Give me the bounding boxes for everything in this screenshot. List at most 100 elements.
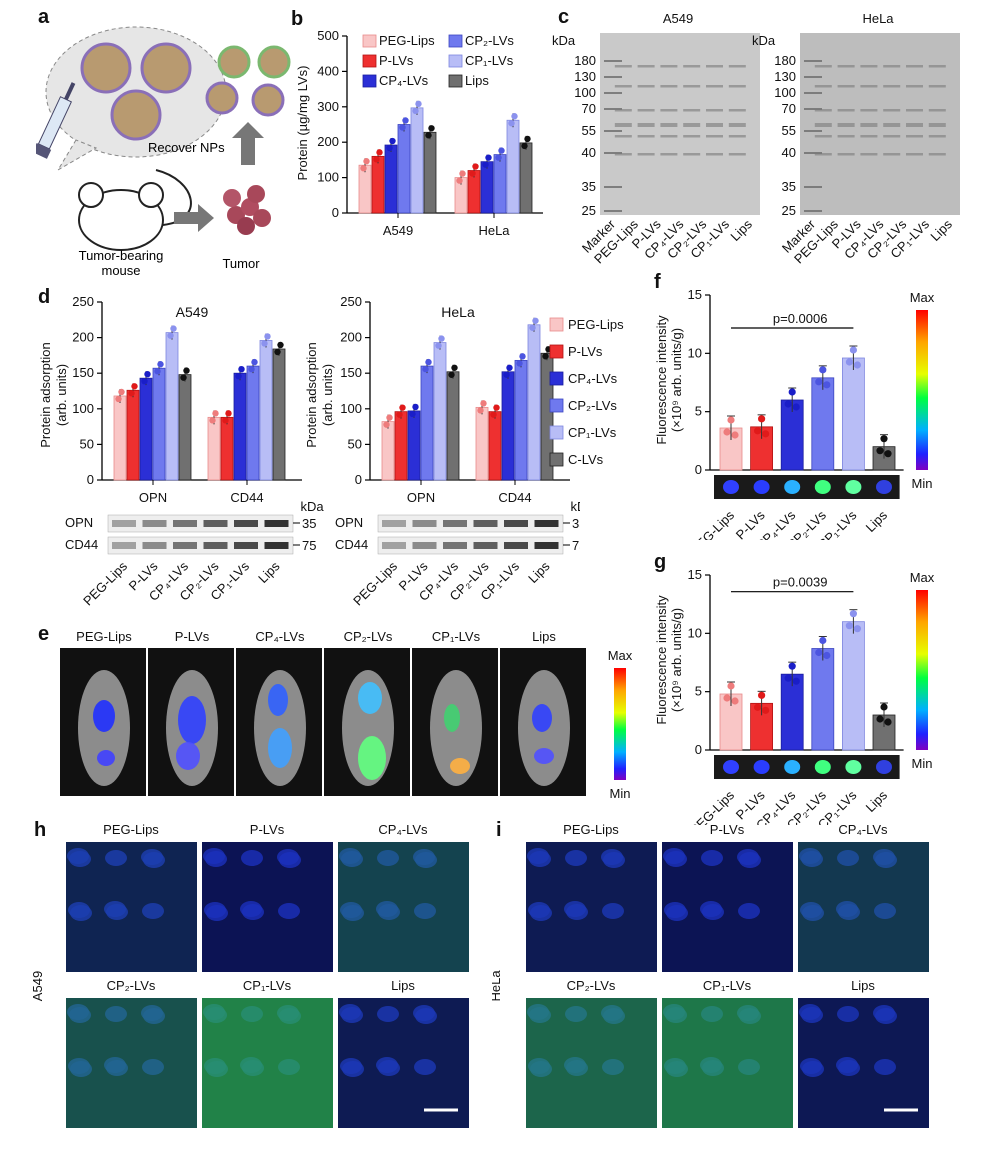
protein-band — [837, 153, 855, 156]
p-value-label: p=0.0006 — [773, 311, 828, 326]
nucleus — [414, 903, 436, 919]
data-point — [727, 682, 735, 690]
marker-label: 100 — [774, 85, 796, 100]
blot-band — [173, 520, 197, 527]
marker-label: 35 — [582, 179, 596, 194]
x-tick-label: OPN — [407, 490, 435, 505]
data-point — [788, 662, 796, 670]
panel-label-g: g — [654, 551, 666, 573]
nucleus — [142, 1059, 164, 1075]
protein-band — [614, 85, 632, 88]
marker-label: 40 — [582, 145, 596, 160]
signal-blob — [358, 736, 386, 780]
data-point — [482, 161, 489, 168]
data-point — [754, 427, 762, 435]
nucleus — [342, 1061, 364, 1077]
colorbar — [916, 310, 928, 470]
chart-b: 0 100 200 300 400 500 A549 HeLa b Protein (µg/mg … — [291, 8, 543, 238]
nucleus — [837, 850, 859, 866]
lane-label: PEG-Lips — [350, 558, 400, 608]
data-point — [849, 610, 857, 618]
protein-band — [660, 153, 678, 156]
chart-d1: 0 50 100 150 200 250 OPN CD44 d A549 Protein adsor… — [38, 286, 302, 505]
lane-label: Lips — [255, 558, 283, 586]
organ-image — [723, 480, 739, 494]
bar — [410, 107, 424, 214]
channel-legend: LVs/Nucleus — [66, 1146, 139, 1148]
protein-band — [906, 135, 923, 138]
data-point — [402, 117, 409, 124]
signal-blob — [532, 704, 552, 732]
legend-swatch — [448, 74, 463, 88]
legend-sep: / — [87, 1146, 91, 1148]
y-tick-label: 50 — [348, 436, 362, 451]
y-tick-label: 400 — [317, 63, 339, 78]
lvs-signal — [662, 998, 793, 1128]
image-title: Lips — [391, 978, 415, 993]
y-axis-label: (×10⁹ arb. units/g) — [669, 328, 684, 432]
blot-row-label: OPN — [65, 515, 93, 530]
legend-lvs: LVs — [66, 1146, 88, 1148]
y-tick-label: 500 — [317, 28, 339, 43]
data-point — [758, 415, 766, 423]
kda-label: kDa — [300, 499, 324, 514]
protein-band — [728, 109, 746, 112]
blot-band — [203, 542, 228, 549]
nucleus — [665, 851, 687, 867]
data-point — [373, 156, 380, 163]
nucleus — [378, 1060, 400, 1076]
bar — [220, 416, 234, 481]
tumor-label: Tumor — [222, 256, 260, 271]
nucleus — [701, 850, 723, 866]
signal-blob — [268, 684, 288, 716]
nucleus — [875, 1008, 897, 1024]
channel-legend: LVs/Nucleus — [526, 1146, 599, 1148]
bar — [381, 421, 395, 481]
data-point — [399, 404, 406, 411]
x-tick-label: A549 — [383, 223, 413, 238]
panel-label-d: d — [38, 286, 50, 308]
nanoparticle-icon — [80, 42, 192, 141]
data-point — [412, 107, 419, 115]
legend-label: CP₁-LVs — [465, 53, 514, 68]
protein-band — [660, 109, 678, 112]
data-point — [754, 703, 762, 711]
marker-label: 25 — [782, 203, 796, 218]
protein-band — [883, 65, 901, 68]
y-tick-label: 150 — [72, 365, 94, 380]
lvs-signal — [526, 998, 657, 1128]
y-axis-label: (×10⁹ arb. units/g) — [669, 608, 684, 712]
data-point — [144, 370, 151, 378]
colorbar-min-label: Min — [610, 786, 631, 800]
data-point — [389, 137, 396, 145]
syringe-icon — [36, 82, 76, 159]
y-tick-label: 200 — [340, 330, 362, 345]
protein-band — [660, 85, 678, 88]
protein-band — [728, 85, 746, 88]
y-tick-label: 5 — [695, 404, 702, 419]
image-title: P-LVs — [175, 629, 210, 644]
y-tick-label: 150 — [340, 365, 362, 380]
protein-band — [706, 135, 723, 138]
data-point — [849, 346, 857, 354]
nucleus — [603, 852, 625, 868]
nucleus — [530, 905, 552, 921]
data-point — [784, 674, 792, 682]
y-tick-label: 0 — [355, 472, 362, 487]
nucleus — [106, 904, 128, 920]
chart-title: HeLa — [441, 304, 475, 320]
nucleus — [530, 1061, 552, 1077]
protein-band — [860, 123, 878, 127]
nucleus — [106, 1060, 128, 1076]
nucleus — [666, 905, 688, 921]
y-tick-label: 10 — [688, 625, 702, 640]
data-point — [115, 395, 122, 403]
panel-label-a: a — [38, 6, 50, 28]
protein-band — [837, 135, 855, 138]
nucleus — [414, 1059, 436, 1075]
nucleus — [875, 852, 897, 868]
bar — [841, 621, 865, 751]
data-point — [876, 447, 884, 455]
mouse-label-2: mouse — [101, 263, 140, 278]
data-point — [180, 374, 187, 381]
